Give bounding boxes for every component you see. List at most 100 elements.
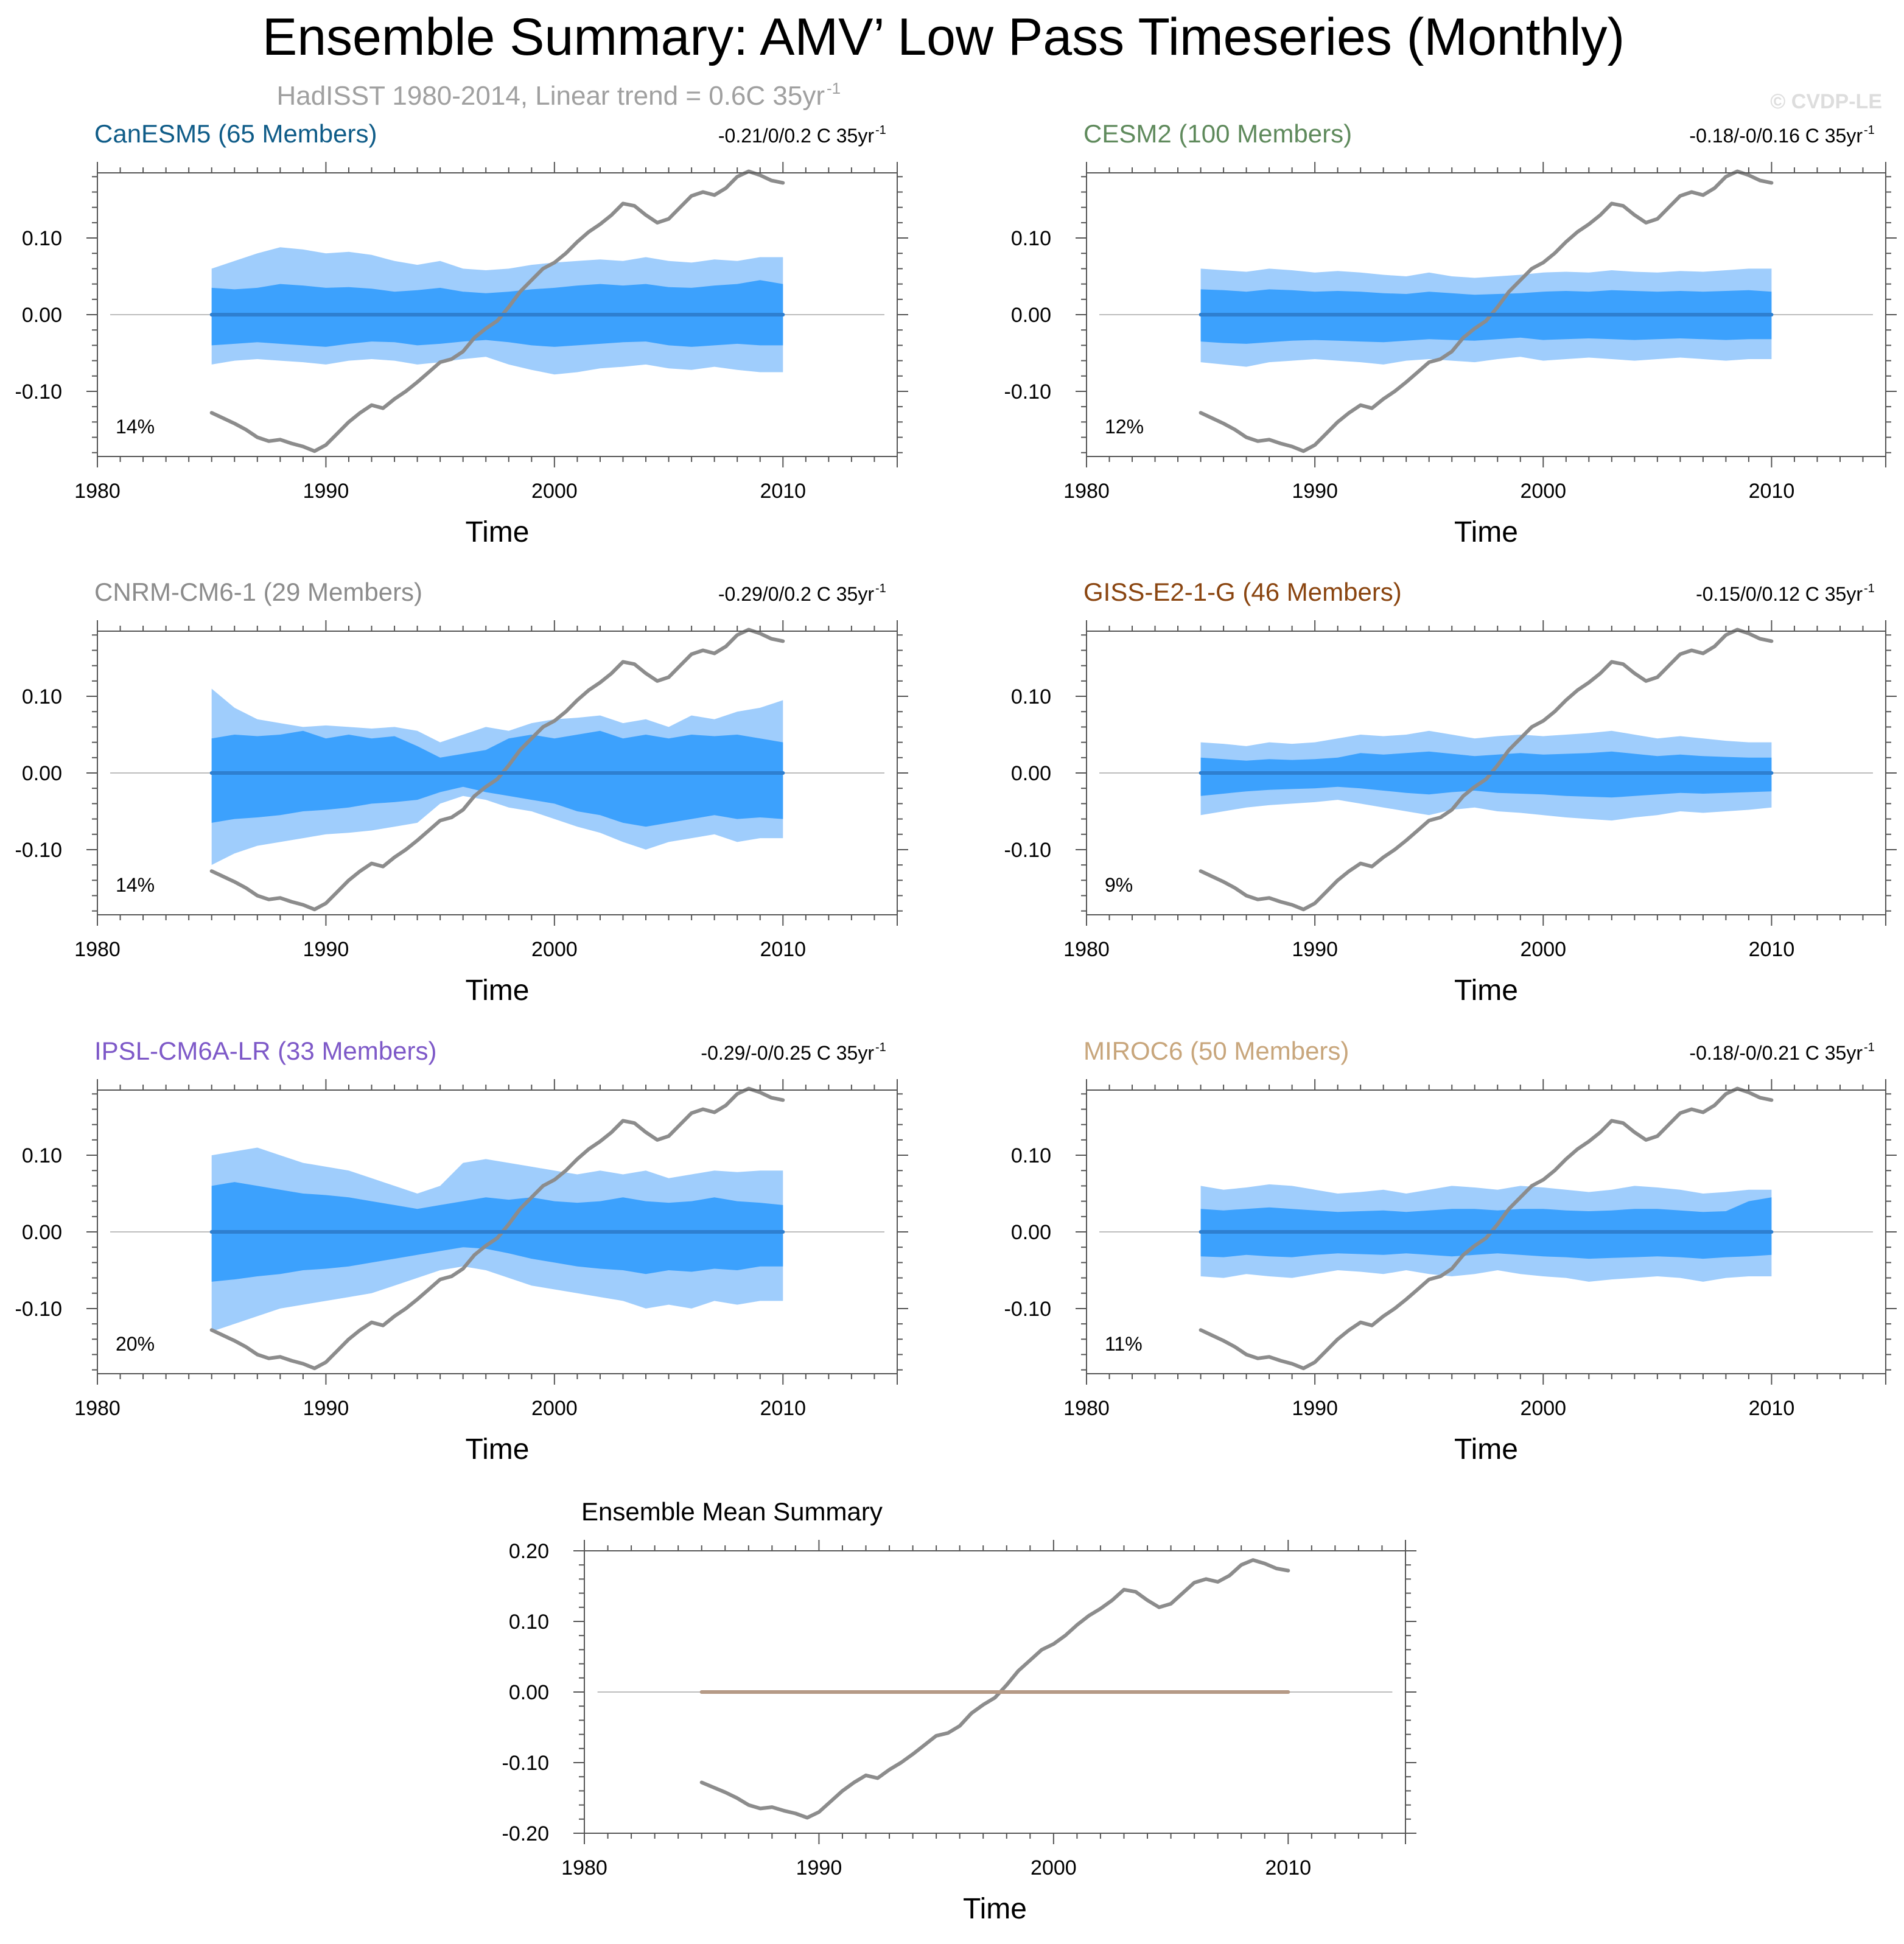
trend-label-exponent: -1: [875, 582, 886, 595]
y-tick-label: 0.00: [1011, 762, 1051, 785]
panel-title: GISS-E2-1-G (46 Members): [1083, 578, 1402, 606]
x-tick-label: 2000: [531, 1397, 578, 1420]
y-tick-label: 0.10: [1011, 227, 1051, 250]
x-tick-label: 1990: [303, 1397, 349, 1420]
y-tick-label: 0.00: [22, 304, 62, 327]
observed-series-line: [209, 628, 785, 912]
trend-label: -0.18/-0/0.16 C 35yr: [1689, 125, 1863, 147]
trend-label-exponent: -1: [875, 1041, 886, 1054]
trend-label: -0.29/0/0.2 C 35yr: [718, 583, 874, 605]
observed-series-line: [1199, 169, 1774, 453]
x-tick-label: 1980: [1063, 480, 1110, 503]
x-tick-label: 2000: [1520, 480, 1566, 503]
percent-label: 9%: [1105, 874, 1133, 896]
panels-group: 1980 1990 2000 2010 -0.10 0.00 0.10 Time CanESM5…: [15, 119, 1897, 1925]
chart-panel-7: 1980 1990 2000 2010 -0.20 -0.10 0.00 0.10 0.20 Ti…: [502, 1497, 1416, 1925]
x-tick-label: 1980: [74, 938, 121, 961]
spread-band-inner: [1200, 1197, 1772, 1259]
y-tick-label: -0.10: [15, 839, 63, 862]
panel-title: IPSL-CM6A-LR (33 Members): [94, 1037, 436, 1065]
x-tick-label: 2000: [1520, 1397, 1566, 1420]
x-axis-title: Time: [963, 1893, 1027, 1925]
chart-panel-6: 1980 1990 2000 2010 -0.10 0.00 0.10 Time MIROC6 …: [1004, 1037, 1897, 1466]
x-tick-label: 2000: [1031, 1856, 1077, 1879]
y-tick-label: 0.10: [22, 1144, 62, 1167]
trend-label: -0.18/-0/0.21 C 35yr: [1689, 1042, 1863, 1064]
trend-label-exponent: -1: [1864, 1041, 1875, 1054]
chart-panel-5: 1980 1990 2000 2010 -0.10 0.00 0.10 Time IPSL-CM…: [15, 1037, 908, 1466]
y-tick-label: 0.00: [22, 762, 62, 785]
figure-subtitle-exponent: -1: [827, 79, 841, 97]
percent-label: 12%: [1105, 416, 1144, 438]
x-tick-label: 2010: [1749, 1397, 1795, 1420]
y-tick-label: 0.10: [509, 1610, 549, 1634]
x-tick-label: 2010: [760, 1397, 806, 1420]
trend-label: -0.29/-0/0.25 C 35yr: [701, 1042, 874, 1064]
x-tick-label: 1980: [74, 1397, 121, 1420]
chart-panel-2: 1980 1990 2000 2010 -0.10 0.00 0.10 Time CESM2 (…: [1004, 119, 1897, 548]
panel-title: CNRM-CM6-1 (29 Members): [94, 578, 422, 606]
x-tick-label: 2010: [760, 938, 806, 961]
y-tick-label: 0.00: [509, 1681, 549, 1704]
watermark: © CVDP-LE: [1770, 90, 1882, 113]
x-tick-label: 2000: [1520, 938, 1566, 961]
y-tick-label: 0.10: [1011, 685, 1051, 708]
trend-label-exponent: -1: [875, 124, 886, 137]
x-tick-label: 1990: [303, 938, 349, 961]
y-tick-label: -0.10: [1004, 839, 1052, 862]
observed-series-line: [1199, 628, 1774, 912]
x-tick-label: 1990: [796, 1856, 842, 1879]
panel-title: CanESM5 (65 Members): [94, 119, 377, 148]
y-tick-label: -0.20: [502, 1822, 550, 1845]
panel-title: MIROC6 (50 Members): [1083, 1037, 1349, 1065]
x-axis-title: Time: [466, 516, 530, 548]
figure-subtitle: HadISST 1980-2014, Linear trend = 0.6C 3…: [276, 81, 825, 111]
observed-series-line: [209, 1086, 785, 1371]
panel-title: CESM2 (100 Members): [1083, 119, 1352, 148]
percent-label: 20%: [116, 1333, 155, 1355]
observed-series-line: [1199, 1086, 1774, 1371]
y-tick-label: -0.10: [15, 1298, 63, 1321]
x-tick-label: 2010: [1265, 1856, 1311, 1879]
x-tick-label: 1990: [1292, 1397, 1338, 1420]
y-tick-label: 0.00: [1011, 304, 1051, 327]
y-tick-label: -0.10: [1004, 380, 1052, 404]
y-tick-label: 0.00: [1011, 1221, 1051, 1244]
x-tick-label: 1990: [1292, 480, 1338, 503]
panel-title: Ensemble Mean Summary: [581, 1497, 883, 1526]
x-tick-label: 2010: [1749, 938, 1795, 961]
x-axis-title: Time: [466, 1433, 530, 1466]
x-axis-title: Time: [1454, 974, 1518, 1007]
x-tick-label: 1990: [1292, 938, 1338, 961]
percent-label: 14%: [116, 874, 155, 896]
x-tick-label: 1990: [303, 480, 349, 503]
percent-label: 14%: [116, 416, 155, 438]
observed-series-line: [699, 1558, 1290, 1820]
x-axis-title: Time: [1454, 1433, 1518, 1466]
x-tick-label: 2010: [760, 480, 806, 503]
x-tick-label: 1980: [1063, 1397, 1110, 1420]
trend-label: -0.21/0/0.2 C 35yr: [718, 125, 874, 147]
x-tick-label: 1980: [1063, 938, 1110, 961]
x-axis-title: Time: [466, 974, 530, 1007]
y-tick-label: 0.10: [22, 227, 62, 250]
x-tick-label: 1980: [74, 480, 121, 503]
y-tick-label: -0.10: [1004, 1298, 1052, 1321]
trend-label-exponent: -1: [1864, 124, 1875, 137]
y-tick-label: 0.00: [22, 1221, 62, 1244]
y-tick-label: 0.10: [1011, 1144, 1051, 1167]
x-tick-label: 2000: [531, 938, 578, 961]
chart-panel-3: 1980 1990 2000 2010 -0.10 0.00 0.10 Time CNRM-CM…: [15, 578, 908, 1007]
x-tick-label: 2010: [1749, 480, 1795, 503]
y-tick-label: 0.20: [509, 1540, 549, 1563]
x-axis-title: Time: [1454, 516, 1518, 548]
chart-panel-4: 1980 1990 2000 2010 -0.10 0.00 0.10 Time GISS-E2…: [1004, 578, 1897, 1007]
observed-series-line: [209, 169, 785, 453]
y-tick-label: -0.10: [502, 1752, 550, 1775]
trend-label: -0.15/0/0.12 C 35yr: [1696, 583, 1863, 605]
figure-title: Ensemble Summary: AMV’ Low Pass Timeseri…: [262, 8, 1625, 66]
x-tick-label: 1980: [561, 1856, 607, 1879]
percent-label: 11%: [1105, 1333, 1143, 1355]
trend-label-exponent: -1: [1864, 582, 1875, 595]
